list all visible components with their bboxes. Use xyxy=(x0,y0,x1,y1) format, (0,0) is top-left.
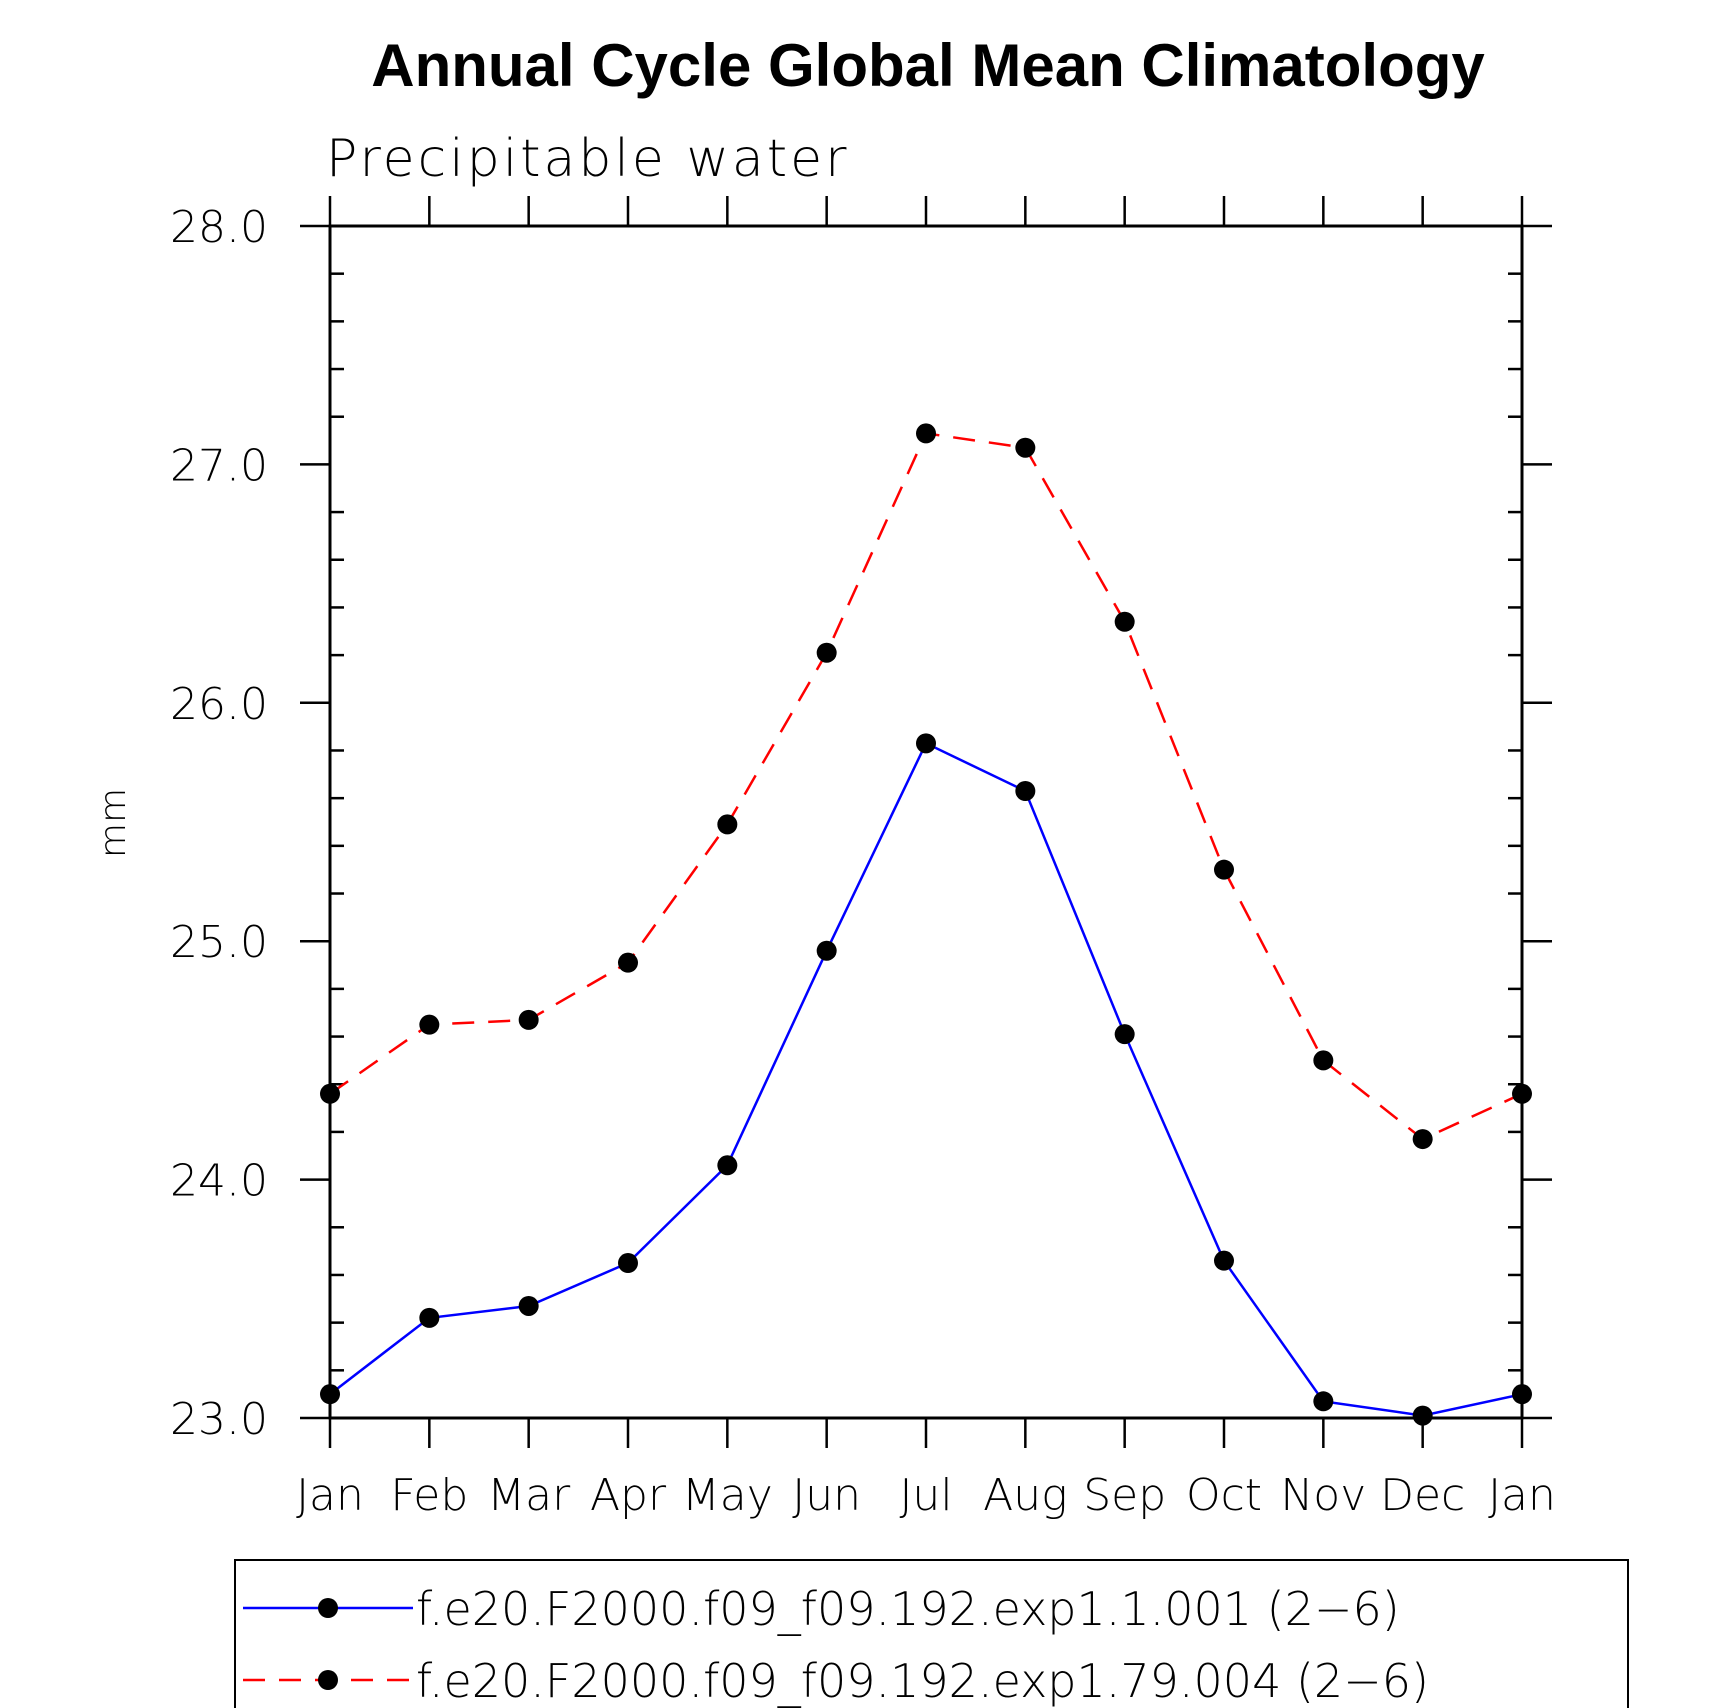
data-point xyxy=(1114,611,1135,632)
x-tick-label: Aug xyxy=(983,1470,1067,1521)
data-point xyxy=(618,952,638,973)
data-point xyxy=(518,1295,539,1316)
x-tick-label: Jun xyxy=(792,1470,861,1521)
y-axis-label: mm xyxy=(93,788,134,858)
data-point xyxy=(618,1253,638,1274)
data-point xyxy=(1114,1024,1135,1045)
x-tick-label: Apr xyxy=(590,1470,667,1521)
legend-marker xyxy=(318,1598,338,1618)
x-tick-label: Feb xyxy=(390,1470,468,1521)
x-tick-labels: Jan Feb Mar Apr May Jun Jul Aug Sep Oct Nov Dec Jan xyxy=(296,1470,1556,1521)
legend-entry-1: f.e20.F2000.f09_f09.192.exp1.1.001 (2−6) xyxy=(243,1582,1400,1636)
axis-ticks xyxy=(300,196,1552,1448)
y-tick-label: 26.0 xyxy=(170,679,268,730)
data-point xyxy=(717,814,738,835)
x-tick-label: May xyxy=(682,1470,773,1521)
x-tick-label: Oct xyxy=(1186,1470,1262,1521)
y-tick-label: 28.0 xyxy=(170,202,268,253)
plot-frame xyxy=(328,224,1524,1420)
data-point xyxy=(419,1307,440,1328)
data-point xyxy=(816,642,837,663)
data-point xyxy=(816,940,837,961)
y-tick-label: 25.0 xyxy=(170,917,268,968)
data-point xyxy=(1214,859,1234,880)
data-point xyxy=(1412,1129,1433,1150)
legend: f.e20.F2000.f09_f09.192.exp1.1.001 (2−6)… xyxy=(234,1559,1629,1708)
legend-entry-2: f.e20.F2000.f09_f09.192.exp1.79.004 (2−6… xyxy=(243,1654,1429,1708)
chart-subtitle: Precipitable water xyxy=(326,129,850,189)
data-point xyxy=(1313,1050,1334,1071)
y-tick-label: 24.0 xyxy=(170,1156,268,1207)
legend-label: f.e20.F2000.f09_f09.192.exp1.1.001 (2−6) xyxy=(416,1582,1400,1636)
x-tick-label: Mar xyxy=(487,1470,571,1521)
x-tick-label: Jul xyxy=(899,1470,952,1521)
series-line xyxy=(329,432,1523,1141)
x-tick-label: Dec xyxy=(1380,1470,1465,1521)
legend-entries: f.e20.F2000.f09_f09.192.exp1.1.001 (2−6)… xyxy=(243,1582,1429,1708)
data-point xyxy=(518,1009,539,1030)
legend-label: f.e20.F2000.f09_f09.192.exp1.79.004 (2−6… xyxy=(416,1654,1429,1708)
y-tick-label: 27.0 xyxy=(170,440,268,491)
data-point xyxy=(1015,437,1036,458)
data-point xyxy=(419,1014,440,1035)
series-2 xyxy=(320,423,1532,1150)
data-point xyxy=(916,733,936,754)
data-point xyxy=(1015,781,1036,802)
series-line xyxy=(329,741,1523,1417)
series-1 xyxy=(320,733,1532,1426)
x-tick-label: Jan xyxy=(296,1470,364,1521)
data-point xyxy=(1214,1250,1234,1271)
x-tick-label: Jan xyxy=(1488,1470,1556,1521)
data-point xyxy=(1412,1405,1433,1426)
data-point xyxy=(717,1155,738,1176)
legend-box xyxy=(234,1559,1629,1708)
series-layer xyxy=(320,423,1532,1426)
data-point xyxy=(1313,1391,1334,1412)
x-tick-label: Sep xyxy=(1083,1470,1166,1521)
y-tick-labels: 23.0 24.0 25.0 26.0 27.0 28.0 xyxy=(170,202,268,1445)
x-tick-label: Nov xyxy=(1280,1470,1366,1521)
chart-title: Annual Cycle Global Mean Climatology xyxy=(371,32,1485,99)
data-point xyxy=(916,423,936,444)
y-tick-label: 23.0 xyxy=(170,1394,268,1445)
legend-marker xyxy=(318,1670,338,1690)
